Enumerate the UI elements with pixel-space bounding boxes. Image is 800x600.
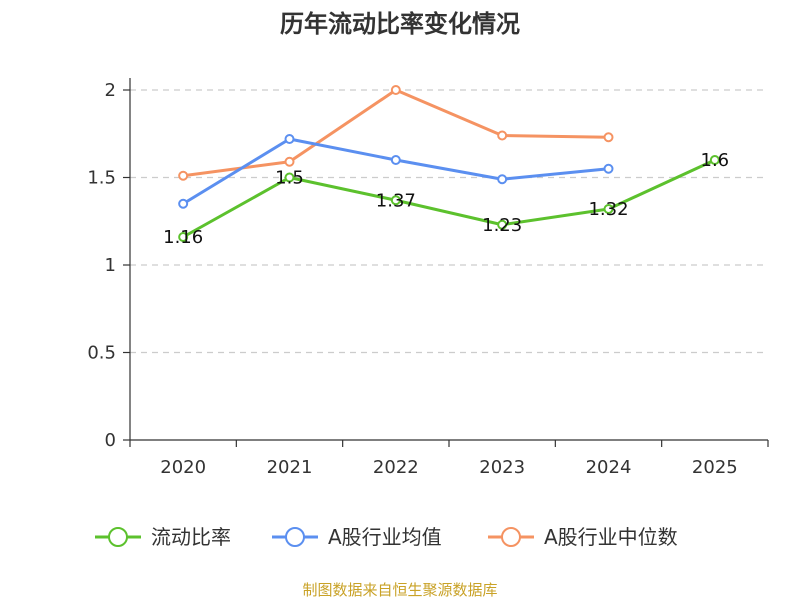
legend-label: A股行业中位数 [544,525,678,549]
legend-marker-icon [285,527,305,547]
data-point[interactable] [709,155,720,165]
x-tick-label: 2024 [586,457,632,478]
source-note: 制图数据来自恒生聚源数据库 [302,581,497,599]
grid-lines [130,89,768,354]
series-line [182,158,716,239]
legend-item[interactable]: A股行业中位数 [488,525,678,549]
legend-label: A股行业均值 [328,525,442,549]
data-label: 1.5 [275,168,304,189]
y-tick-label: 2 [105,80,116,101]
x-tick-label: 2022 [373,457,419,478]
data-point[interactable] [390,155,401,165]
data-label: 1.37 [376,190,416,211]
data-label: 1.32 [588,199,628,220]
data-label: 1.23 [482,215,522,236]
data-point[interactable] [603,163,614,174]
y-tick-label: 0.5 [87,343,116,364]
data-point[interactable] [497,174,508,185]
legend-item[interactable]: 流动比率 [95,525,231,549]
axes: 0 0.5 1 1.5 2 2020 2021 2022 2023 2024 2025 [87,78,769,478]
legend-item[interactable]: A股行业均值 [272,525,442,549]
x-tick-label: 2023 [479,457,525,478]
legend-label: 流动比率 [151,525,231,549]
data-point[interactable] [603,132,614,143]
y-tick-label: 0 [105,430,116,451]
data-point[interactable] [390,85,401,95]
data-point[interactable] [284,134,295,144]
series-layer [178,85,720,242]
data-point[interactable] [390,195,401,206]
data-point[interactable] [284,156,295,167]
data-point[interactable] [603,204,614,214]
legend[interactable]: 流动比率 A股行业均值 A股行业中位数 [95,525,678,549]
x-tick-label: 2020 [160,457,206,478]
data-point[interactable] [178,232,189,242]
legend-marker-icon [108,527,128,547]
data-labels: 1.16 1.5 1.37 1.23 1.32 1.6 [163,150,729,248]
data-label: 1.16 [163,227,203,248]
x-tick-label: 2025 [692,457,738,478]
data-point[interactable] [178,198,189,209]
y-tick-label: 1.5 [87,168,116,189]
data-point[interactable] [284,172,295,183]
data-point[interactable] [497,219,508,230]
chart-title: 历年流动比率变化情况 [280,10,520,38]
y-tick-label: 1 [105,255,116,276]
data-point[interactable] [178,170,189,181]
data-point[interactable] [497,130,508,141]
data-label: 1.6 [701,150,730,171]
x-tick-label: 2021 [267,457,313,478]
legend-marker-icon [501,527,521,547]
